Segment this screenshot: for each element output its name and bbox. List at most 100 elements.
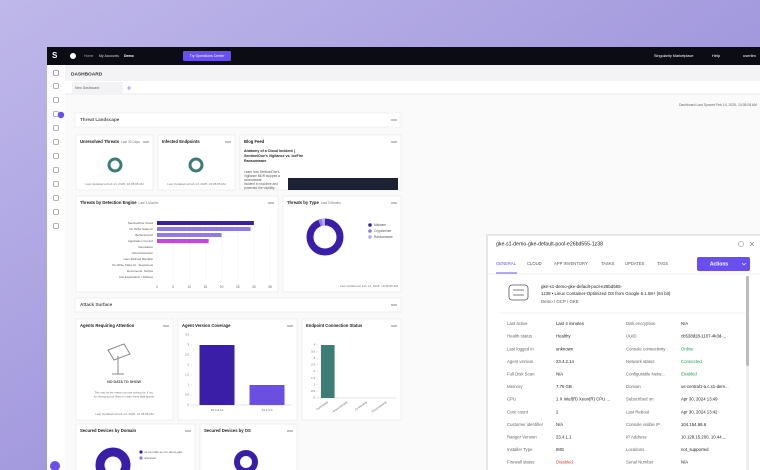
close-icon[interactable] [749,241,755,247]
y-tick-label: 2.5 [185,353,189,357]
info-icon[interactable] [70,53,76,59]
blog-headline: SentinelOne's Vigilance vs. IceFire [244,154,303,158]
help-badge[interactable] [50,461,60,470]
field-label: Agent version [507,359,534,364]
field-value: Apr 30, 2024 13:49 [681,397,718,402]
blog-headline: Anatomy of a Cloud Incident | [244,149,295,153]
actions-label[interactable]: Actions [710,262,729,268]
breadcrumb[interactable]: Demo [124,54,134,58]
nav-icon[interactable] [53,83,59,89]
menu-dot[interactable] [395,202,397,204]
menu-dot[interactable] [225,141,227,143]
menu-dot[interactable] [229,141,231,143]
nav-icon[interactable] [53,209,59,215]
widget-title: Infected Endpoints [162,139,200,144]
menu-dot[interactable] [167,325,169,327]
panel-tab[interactable]: CLOUD [527,261,542,266]
panel-tab[interactable]: UPDATES [625,261,645,266]
panel-title: gke-s1-demo-gke-default-pool-e26bd555-1z… [496,241,603,247]
panel-tab[interactable]: APP INVENTORY [554,261,588,266]
panel-tab[interactable]: TAGS [657,261,668,266]
menu-dot[interactable] [395,141,397,143]
nav-icon[interactable] [53,139,59,145]
menu-dot[interactable] [393,304,395,306]
menu-dot[interactable] [391,304,393,306]
menu-dot[interactable] [393,202,395,204]
field-label: Customer identifier [507,422,544,427]
menu-dot[interactable] [147,141,149,143]
section-title: Threat Landscape [80,117,120,122]
menu-dot[interactable] [268,202,270,204]
bar [157,233,222,237]
menu-dot[interactable] [272,202,274,204]
actions-button[interactable] [697,257,750,271]
menu-dot[interactable] [291,430,293,432]
donut-segment [306,218,344,256]
widget-title: Agents Requiring Attention [80,323,135,328]
minimize-icon[interactable] [738,241,744,247]
breadcrumb[interactable]: Home [84,54,93,58]
actions-caret[interactable] [741,262,747,266]
nav-icon[interactable] [53,223,59,229]
menu-dot[interactable] [391,202,393,204]
menu-dot[interactable] [289,430,291,432]
tab-label[interactable]: New Dashboard [75,86,99,90]
menu-dot[interactable] [287,325,289,327]
widget-title: Secured Devices by OS [204,428,251,433]
menu-dot[interactable] [391,141,393,143]
menu-dot[interactable] [291,325,293,327]
marketplace-link[interactable]: Singularity Marketplace [654,54,693,58]
panel-tab[interactable]: TASKS [601,261,615,266]
x-tick-label: 35 [268,285,272,289]
nav-icon[interactable] [53,195,59,201]
menu-dot[interactable] [393,325,395,327]
user-menu[interactable]: userlim [743,53,757,58]
widget-card [75,423,196,470]
tab[interactable] [72,82,123,93]
nav-icon[interactable] [53,181,59,187]
empty-hint: This may be the reason you are looking f… [94,391,153,395]
menu-dot[interactable] [395,304,397,306]
field-value: Connected [681,359,702,364]
widget-period: Last 3 Months [321,201,341,205]
menu-dot[interactable] [163,325,165,327]
nav-icon[interactable] [53,167,59,173]
menu-dot[interactable] [395,325,397,327]
section-header [74,112,402,128]
menu-dot[interactable] [270,202,272,204]
nav-icon[interactable] [53,70,59,76]
blog-preview: ransomware [244,178,262,182]
menu-dot[interactable] [189,430,191,432]
help-menu[interactable]: Help [712,53,721,58]
operations-button[interactable] [183,51,231,61]
menu-dot[interactable] [143,141,145,143]
menu-dot[interactable] [187,430,189,432]
scrollbar[interactable] [746,276,749,470]
menu-dot[interactable] [165,325,167,327]
category-label: Application Control [128,239,154,243]
menu-dot[interactable] [393,119,395,121]
menu-dot[interactable] [145,141,147,143]
nav-icon[interactable] [53,153,59,159]
bar [199,345,235,405]
menu-dot[interactable] [393,141,395,143]
y-tick-label: 1 [313,382,315,386]
menu-dot[interactable] [185,430,187,432]
scrollbar-thumb[interactable] [746,276,749,366]
menu-dot[interactable] [287,430,289,432]
nav-icon[interactable] [53,125,59,131]
add-tab[interactable] [127,86,131,90]
nav-icon[interactable] [53,97,59,103]
widget-title: Threats by Type [287,200,319,205]
legend-swatch [368,235,372,239]
details-panel: gke-s1-demo-gke-default-pool-e26bd555- 1z… [486,234,760,470]
widget-title: Threats by Detection Engine [80,200,137,205]
operations-button-label[interactable]: Try Operations Center [190,54,225,58]
menu-dot[interactable] [395,119,397,121]
breadcrumb[interactable]: My Accounts [99,54,119,58]
menu-dot[interactable] [391,119,393,121]
menu-dot[interactable] [227,141,229,143]
panel-tab[interactable]: GENERAL [496,261,517,266]
menu-dot[interactable] [289,325,291,327]
menu-dot[interactable] [391,325,393,327]
